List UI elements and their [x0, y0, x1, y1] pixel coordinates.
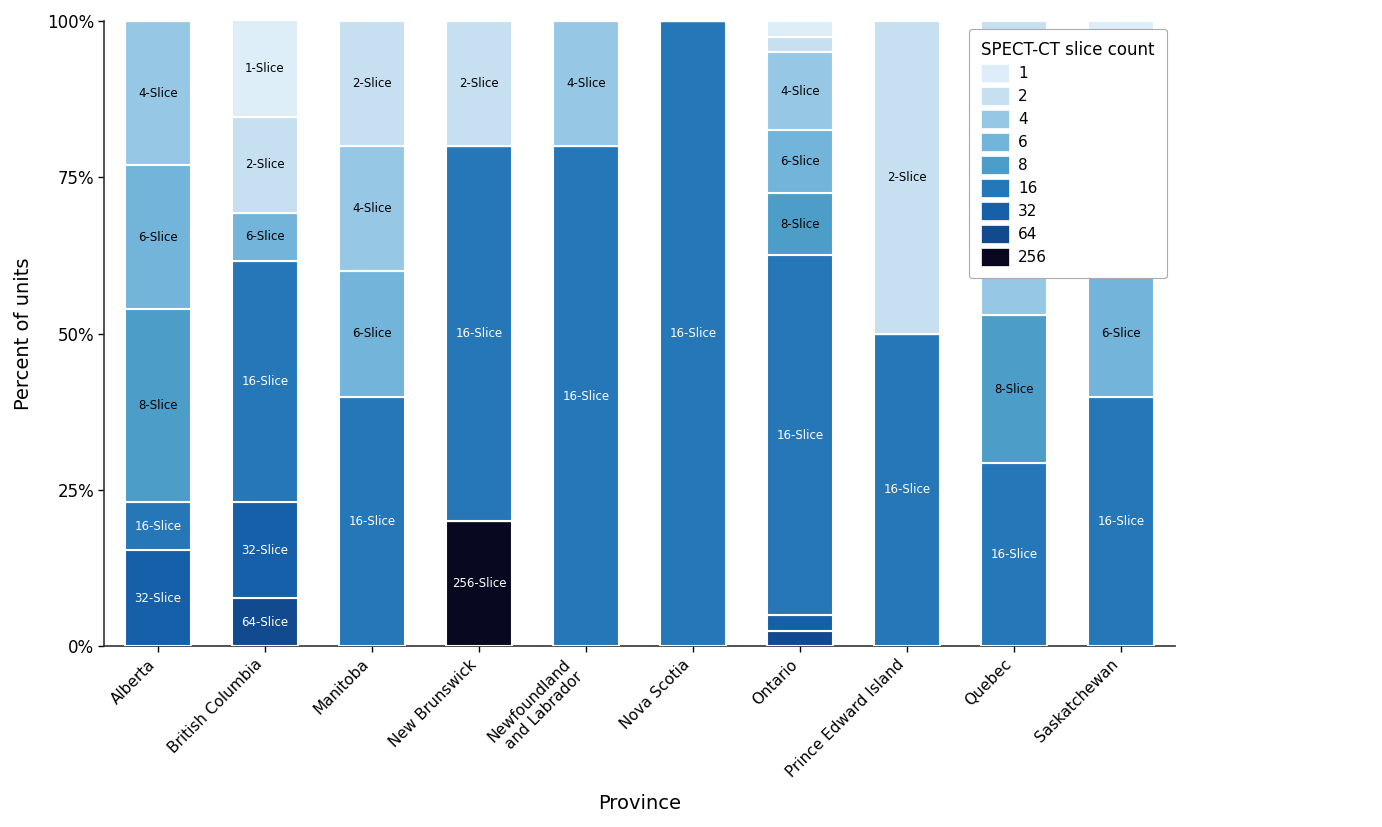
Bar — [659, 21, 726, 647]
Text: 8-Slice: 8-Slice — [995, 383, 1034, 395]
Text: 16-Slice: 16-Slice — [883, 484, 930, 496]
Bar — [232, 117, 299, 213]
Bar — [981, 463, 1048, 647]
Text: 16-Slice: 16-Slice — [777, 428, 824, 442]
Text: 16-Slice: 16-Slice — [134, 519, 181, 533]
Bar — [232, 213, 299, 261]
X-axis label: Province: Province — [598, 794, 681, 813]
Bar — [767, 193, 833, 256]
Text: 2-Slice: 2-Slice — [352, 77, 392, 90]
Text: 8-Slice: 8-Slice — [781, 218, 820, 231]
Bar — [339, 21, 405, 146]
Bar — [767, 631, 833, 647]
Bar — [232, 502, 299, 598]
Bar — [232, 21, 299, 117]
Text: 2-Slice: 2-Slice — [994, 88, 1034, 101]
Text: 4-Slice: 4-Slice — [352, 203, 392, 215]
Bar — [1088, 397, 1154, 647]
Bar — [232, 598, 299, 647]
Text: 4-Slice: 4-Slice — [1101, 203, 1142, 215]
Text: 32-Slice: 32-Slice — [242, 543, 289, 557]
Bar — [981, 315, 1048, 463]
Text: 6-Slice: 6-Slice — [245, 231, 285, 243]
Bar — [124, 550, 191, 647]
Text: 6-Slice: 6-Slice — [138, 231, 178, 244]
Text: 4-Slice: 4-Slice — [781, 84, 820, 98]
Text: 6-Slice: 6-Slice — [352, 327, 392, 341]
Bar — [553, 146, 619, 647]
Text: 16-Slice: 16-Slice — [991, 548, 1038, 561]
Bar — [446, 521, 513, 647]
Text: 1-Slice: 1-Slice — [245, 62, 285, 75]
Bar — [339, 146, 405, 271]
Bar — [553, 21, 619, 146]
Bar — [232, 261, 299, 502]
Y-axis label: Percent of units: Percent of units — [14, 257, 33, 410]
Bar — [767, 36, 833, 52]
Text: 16-Slice: 16-Slice — [669, 327, 717, 340]
Text: 2-Slice: 2-Slice — [887, 170, 927, 184]
Text: 64-Slice: 64-Slice — [242, 616, 289, 629]
Bar — [124, 309, 191, 502]
Bar — [1088, 271, 1154, 397]
Text: 4-Slice: 4-Slice — [994, 236, 1034, 248]
Text: 16-Slice: 16-Slice — [242, 375, 289, 388]
Bar — [1088, 146, 1154, 271]
Bar — [124, 502, 191, 550]
Text: 4-Slice: 4-Slice — [567, 77, 605, 90]
Text: 1-Slice: 1-Slice — [1101, 77, 1142, 90]
Text: 16-Slice: 16-Slice — [456, 327, 503, 340]
Text: 16-Slice: 16-Slice — [348, 515, 395, 528]
Text: 2-Slice: 2-Slice — [245, 158, 285, 171]
Text: 32-Slice: 32-Slice — [134, 591, 181, 605]
Bar — [981, 168, 1048, 315]
Text: 4-Slice: 4-Slice — [138, 87, 178, 99]
Bar — [446, 146, 513, 521]
Bar — [1088, 21, 1154, 146]
Text: 2-Slice: 2-Slice — [459, 77, 499, 90]
Legend: 1, 2, 4, 6, 8, 16, 32, 64, 256: 1, 2, 4, 6, 8, 16, 32, 64, 256 — [969, 28, 1166, 278]
Bar — [767, 52, 833, 131]
Bar — [767, 21, 833, 36]
Bar — [339, 397, 405, 647]
Text: 16-Slice: 16-Slice — [1097, 515, 1144, 528]
Bar — [124, 21, 191, 165]
Bar — [981, 21, 1048, 168]
Bar — [124, 165, 191, 309]
Bar — [767, 256, 833, 615]
Text: 8-Slice: 8-Slice — [138, 399, 178, 412]
Text: 16-Slice: 16-Slice — [562, 390, 609, 403]
Bar — [873, 21, 940, 333]
Text: 6-Slice: 6-Slice — [1101, 327, 1142, 341]
Text: 256-Slice: 256-Slice — [452, 577, 506, 590]
Bar — [767, 615, 833, 631]
Text: 6-Slice: 6-Slice — [781, 155, 820, 168]
Bar — [873, 333, 940, 647]
Bar — [767, 131, 833, 193]
Bar — [339, 271, 405, 397]
Bar — [446, 21, 513, 146]
